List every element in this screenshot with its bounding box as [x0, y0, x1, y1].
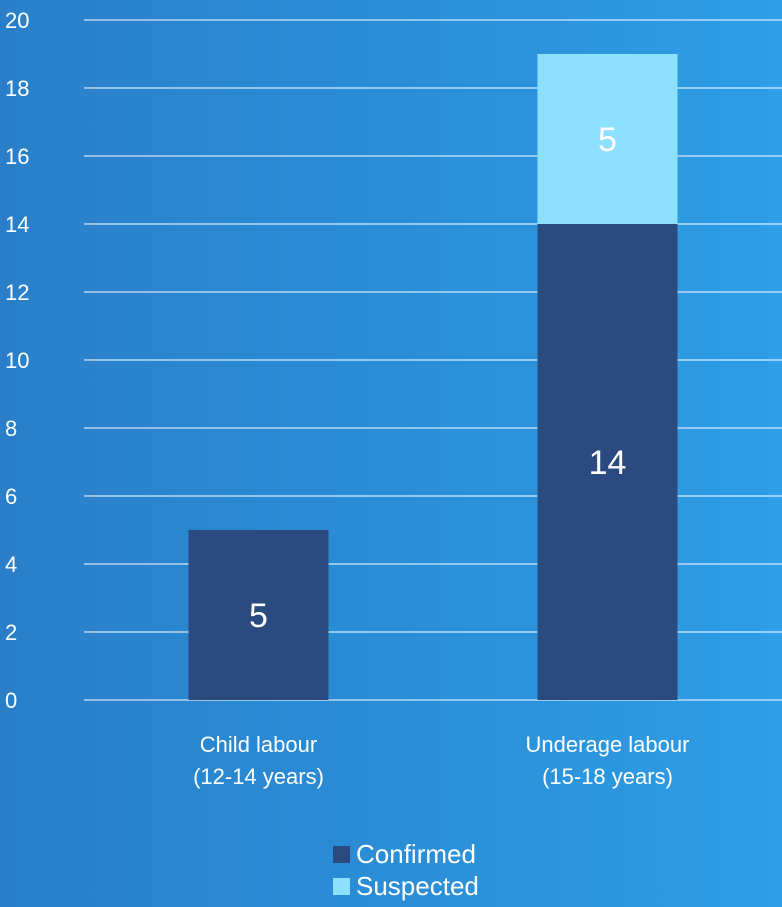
x-category-label: (12-14 years) [193, 764, 324, 789]
y-tick-label: 6 [5, 484, 17, 509]
y-tick-label: 10 [5, 348, 29, 373]
legend-label-suspected: Suspected [356, 871, 479, 901]
bar-suspected [537, 54, 678, 224]
y-tick-label: 8 [5, 416, 17, 441]
data-label: 5 [598, 121, 617, 159]
bar-confirmed [537, 224, 678, 700]
legend-swatch-confirmed [333, 845, 350, 863]
legend-item-confirmed: Confirmed [333, 838, 479, 870]
bar-chart: 0 2 4 6 8 10 12 14 16 18 20 5 Child labour (12-14 yea… [5, 8, 690, 789]
y-tick-label: 2 [5, 620, 17, 645]
y-tick-label: 16 [5, 144, 29, 169]
y-tick-label: 0 [5, 688, 17, 713]
legend-item-suspected: Suspected [333, 870, 479, 902]
x-category-label: (15-18 years) [542, 764, 673, 789]
data-label: 14 [589, 444, 627, 482]
y-tick-label: 20 [5, 8, 29, 33]
y-tick-label: 12 [5, 280, 29, 305]
y-tick-label: 14 [5, 212, 29, 237]
legend-label-confirmed: Confirmed [356, 839, 476, 869]
y-tick-label: 4 [5, 552, 17, 577]
legend: Confirmed Suspected [333, 838, 479, 902]
data-label: 5 [249, 597, 268, 635]
y-tick-label: 18 [5, 76, 29, 101]
x-category-label: Underage labour [526, 732, 690, 757]
bar-confirmed [188, 530, 329, 700]
x-category-label: Child labour [200, 732, 317, 757]
legend-swatch-suspected [333, 877, 350, 895]
